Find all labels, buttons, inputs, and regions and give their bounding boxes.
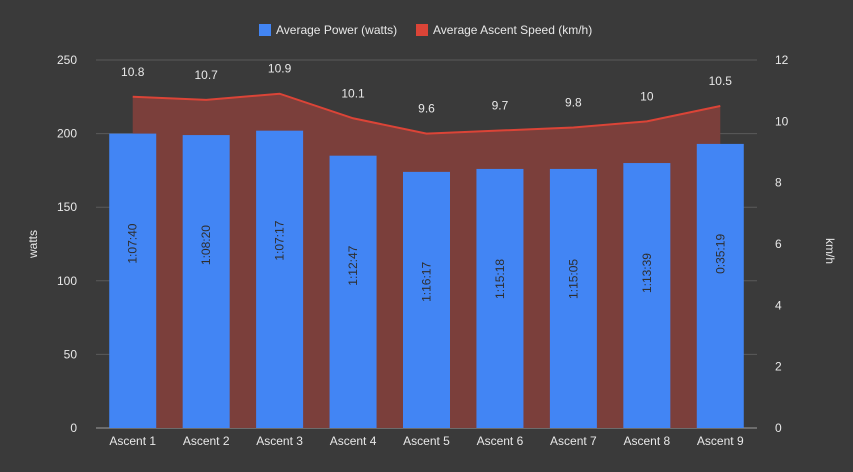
y-left-tick-label: 0 <box>70 421 77 435</box>
x-tick-label: Ascent 1 <box>109 434 156 448</box>
speed-point-label: 10.5 <box>709 74 733 88</box>
x-tick-label: Ascent 3 <box>256 434 303 448</box>
power-bar <box>256 130 304 428</box>
bar-duration-label: 1:15:05 <box>566 259 580 299</box>
power-bar <box>403 171 450 428</box>
bar-duration-labels: 1:07:40 1:08:20 1:07:17 1:12:47 1:16:17 1:15:… <box>126 220 728 302</box>
bar-duration-label: 1:15:18 <box>493 259 507 299</box>
power-bars <box>109 130 744 429</box>
x-tick-label: Ascent 6 <box>477 434 524 448</box>
x-tick-label: Ascent 4 <box>330 434 377 448</box>
y-axis-right-ticks: 0 2 4 6 8 10 12 <box>775 53 789 435</box>
power-bar <box>549 168 597 429</box>
speed-point-label: 9.6 <box>418 102 435 116</box>
speed-point-label: 10.8 <box>121 65 145 79</box>
speed-point-labels: 10.8 10.7 10.9 10.1 9.6 9.7 9.8 10 10.5 <box>121 62 732 116</box>
bar-duration-label: 1:07:40 <box>126 223 140 263</box>
y-right-tick-label: 12 <box>775 53 789 67</box>
y-left-tick-label: 50 <box>64 347 78 361</box>
speed-point-label: 10 <box>640 89 654 103</box>
bar-duration-label: 0:35:19 <box>713 234 727 274</box>
speed-line-path <box>132 92 721 135</box>
legend: Average Power (watts) Average Ascent Spe… <box>259 23 592 37</box>
power-bar <box>623 163 671 429</box>
y-right-tick-label: 0 <box>775 421 782 435</box>
speed-point-label: 10.9 <box>268 62 292 76</box>
y-right-tick-label: 6 <box>775 237 782 251</box>
power-bar <box>476 168 524 429</box>
power-bar <box>329 155 377 428</box>
y-right-tick-label: 4 <box>775 298 782 312</box>
legend-swatch-speed <box>416 24 428 36</box>
legend-label-power: Average Power (watts) <box>276 23 397 37</box>
y-axis-right-title: km/h <box>823 238 837 264</box>
speed-point-label: 9.7 <box>492 99 509 113</box>
x-tick-label: Ascent 8 <box>623 434 670 448</box>
y-left-tick-label: 150 <box>57 200 77 214</box>
y-axis-left-title: watts <box>26 230 40 259</box>
speed-point-label: 9.8 <box>565 95 582 109</box>
power-bar <box>109 133 157 428</box>
speed-point-label: 10.7 <box>194 68 218 82</box>
bar-duration-label: 1:07:17 <box>273 220 287 260</box>
bar-duration-label: 1:16:17 <box>420 262 434 302</box>
y-left-tick-label: 100 <box>57 274 77 288</box>
x-tick-label: Ascent 5 <box>403 434 450 448</box>
y-axis-left-ticks: 0 50 100 150 200 250 <box>57 53 77 435</box>
y-left-tick-label: 200 <box>57 127 77 141</box>
x-axis-ticks: Ascent 1 Ascent 2 Ascent 3 Ascent 4 Ascent 5… <box>109 434 744 448</box>
legend-label-speed: Average Ascent Speed (km/h) <box>433 23 592 37</box>
speed-line <box>132 92 721 135</box>
x-tick-label: Ascent 2 <box>183 434 230 448</box>
power-bar <box>182 135 230 428</box>
y-right-tick-label: 8 <box>775 176 782 190</box>
bar-duration-label: 1:12:47 <box>346 245 360 285</box>
y-right-tick-label: 10 <box>775 114 789 128</box>
bar-duration-label: 1:08:20 <box>199 225 213 265</box>
speed-point-label: 10.1 <box>341 86 365 100</box>
x-tick-label: Ascent 9 <box>697 434 744 448</box>
power-bar <box>696 143 744 429</box>
bar-duration-label: 1:13:39 <box>640 253 654 293</box>
x-tick-label: Ascent 7 <box>550 434 597 448</box>
legend-swatch-power <box>259 24 271 36</box>
y-left-tick-label: 250 <box>57 53 77 67</box>
y-right-tick-label: 2 <box>775 360 782 374</box>
